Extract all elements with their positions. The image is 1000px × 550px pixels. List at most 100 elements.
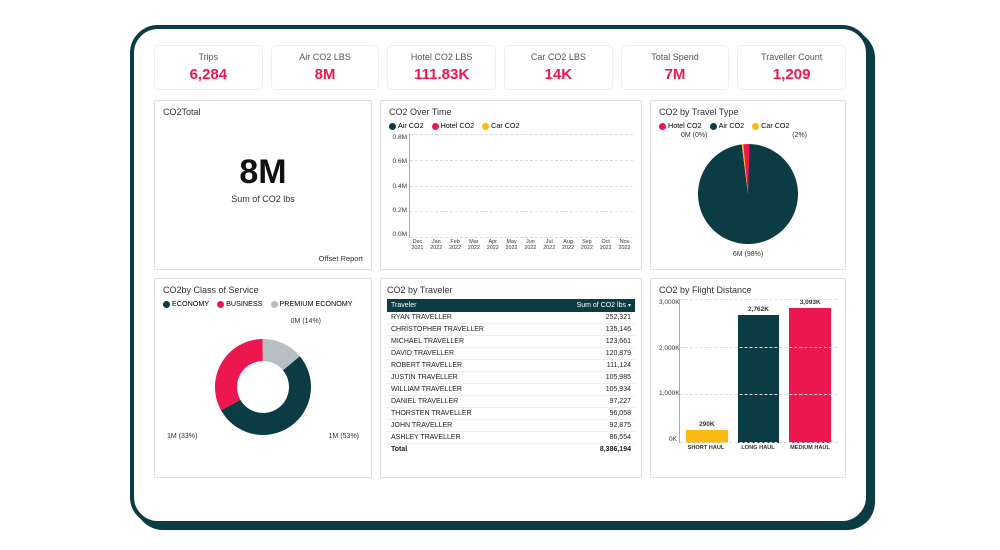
kpi-label: Air CO2 LBS (276, 52, 375, 62)
table-row[interactable]: ASHLEY TRAVELLER86,554 (387, 432, 635, 444)
table-row[interactable]: MICHAEL TRAVELLER123,661 (387, 336, 635, 348)
traveler-table: TravelerSum of CO2 lbs▾ RYAN TRAVELLER25… (387, 299, 635, 455)
legend-item[interactable]: Hotel CO2 (659, 121, 702, 130)
card-title: CO2Total (163, 107, 363, 117)
legend: Air CO2 Hotel CO2 Car CO2 (389, 121, 633, 130)
swatch-icon (659, 123, 666, 130)
x-tick: MEDIUM HAUL (789, 445, 831, 451)
offset-report-link[interactable]: Offset Report (163, 254, 363, 263)
kpi-value: 111.83K (392, 66, 491, 83)
cell-value: 105,985 (540, 372, 635, 384)
cell-value: 86,554 (540, 432, 635, 444)
bar-value: 3,093K (800, 299, 821, 306)
legend-item[interactable]: Car CO2 (752, 121, 789, 130)
kpi-label: Total Spend (626, 52, 725, 62)
bars: 290K 2,762K 3,093K (679, 299, 837, 443)
kpi-card[interactable]: Car CO2 LBS14K (504, 45, 613, 90)
bar[interactable]: 290K (686, 299, 728, 443)
y-tick: 3,000K (659, 299, 677, 306)
table-header[interactable]: Sum of CO2 lbs▾ (540, 299, 635, 312)
cell-traveler: ASHLEY TRAVELLER (387, 432, 540, 444)
kpi-value: 14K (509, 66, 608, 83)
y-tick: 0.0M (389, 231, 407, 238)
row-1: CO2Total 8M Sum of CO2 lbs Offset Report… (154, 100, 846, 270)
card-title: CO2 Over Time (389, 107, 633, 117)
y-tick: 0.2M (389, 207, 407, 214)
x-tick: Jan2022 (428, 240, 445, 252)
card-co2-by-type: CO2 by Travel Type Hotel CO2 Air CO2 Car C… (650, 100, 846, 270)
cell-traveler: JUSTIN TRAVELLER (387, 372, 540, 384)
cell-value: 252,321 (540, 312, 635, 324)
dashboard-frame: Trips6,284Air CO2 LBS8MHotel CO2 LBS111.… (130, 25, 870, 525)
legend-item[interactable]: ECONOMY (163, 299, 209, 308)
legend-item[interactable]: Air CO2 (389, 121, 424, 130)
x-tick: Sep2022 (578, 240, 595, 252)
table-row[interactable]: DANIEL TRAVELLER97,227 (387, 396, 635, 408)
cell-traveler: JOHN TRAVELLER (387, 420, 540, 432)
bar[interactable]: 3,093K (789, 299, 831, 443)
x-tick: SHORT HAUL (685, 445, 727, 451)
y-tick: 1,000K (659, 390, 677, 397)
table-row[interactable]: CHRISTOPHER TRAVELLER135,146 (387, 324, 635, 336)
cell-traveler: CHRISTOPHER TRAVELLER (387, 324, 540, 336)
cell-traveler: ROBERT TRAVELLER (387, 360, 540, 372)
x-tick: Jun2022 (522, 240, 539, 252)
x-tick: LONG HAUL (737, 445, 779, 451)
cell-value: 96,058 (540, 408, 635, 420)
donut-svg (203, 327, 323, 447)
card-co2-by-traveler: CO2 by Traveler TravelerSum of CO2 lbs▾ … (380, 278, 642, 478)
legend-item[interactable]: Car CO2 (482, 121, 519, 130)
slice-label: 6M (98%) (733, 251, 763, 258)
table-header[interactable]: Traveler (387, 299, 540, 312)
table-row[interactable]: WILLIAM TRAVELLER105,934 (387, 384, 635, 396)
table-row[interactable]: ROBERT TRAVELLER111,124 (387, 360, 635, 372)
x-tick: Dec2021 (409, 240, 426, 252)
kpi-label: Trips (159, 52, 258, 62)
x-tick: Apr2022 (484, 240, 501, 252)
x-axis: SHORT HAUL LONG HAUL MEDIUM HAUL (679, 445, 837, 451)
cell-value: 135,146 (540, 324, 635, 336)
bar-value: 2,762K (748, 306, 769, 313)
card-title: CO2 by Travel Type (659, 107, 837, 117)
y-tick: 0.6M (389, 158, 407, 165)
table-total-row: Total8,386,194 (387, 444, 635, 456)
sort-desc-icon: ▾ (628, 302, 631, 309)
kpi-value: 1,209 (742, 66, 841, 83)
bar-chart: 3,000K2,000K1,000K0K 290K2,762K3,093K (659, 299, 837, 443)
legend-item[interactable]: BUSINESS (217, 299, 262, 308)
legend-item[interactable]: PREMIUM ECONOMY (271, 299, 353, 308)
legend-item[interactable]: Hotel CO2 (432, 121, 475, 130)
pie-chart: 0M (0%) (2%) 6M (98%) (659, 134, 837, 254)
kpi-card[interactable]: Traveller Count1,209 (737, 45, 846, 90)
table-row[interactable]: DAVID TRAVELLER120,879 (387, 348, 635, 360)
table-row[interactable]: THORSTEN TRAVELLER96,058 (387, 408, 635, 420)
table-row[interactable]: JOHN TRAVELLER92,875 (387, 420, 635, 432)
cell-value: 123,661 (540, 336, 635, 348)
kpi-card[interactable]: Trips6,284 (154, 45, 263, 90)
bars (409, 134, 633, 238)
legend-item[interactable]: Air CO2 (710, 121, 745, 130)
row-2: CO2by Class of Service ECONOMYBUSINESSPR… (154, 278, 846, 478)
swatch-icon (163, 301, 170, 308)
table-row[interactable]: JUSTIN TRAVELLER105,985 (387, 372, 635, 384)
cell-traveler: THORSTEN TRAVELLER (387, 408, 540, 420)
card-co2-by-class: CO2by Class of Service ECONOMYBUSINESSPR… (154, 278, 372, 478)
kpi-card[interactable]: Total Spend7M (621, 45, 730, 90)
cell-traveler: RYAN TRAVELLER (387, 312, 540, 324)
table-row[interactable]: RYAN TRAVELLER252,321 (387, 312, 635, 324)
kpi-card[interactable]: Air CO2 LBS8M (271, 45, 380, 90)
legend: Hotel CO2 Air CO2 Car CO2 (659, 121, 837, 130)
co2-total-subtitle: Sum of CO2 lbs (163, 194, 363, 204)
cell-traveler: MICHAEL TRAVELLER (387, 336, 540, 348)
kpi-card[interactable]: Hotel CO2 LBS111.83K (387, 45, 496, 90)
swatch-icon (432, 123, 439, 130)
bar-value: 290K (699, 421, 715, 428)
card-co2-over-time: CO2 Over Time Air CO2 Hotel CO2 Car CO2 0.… (380, 100, 642, 270)
cell-value: 97,227 (540, 396, 635, 408)
pie-svg (693, 139, 803, 249)
swatch-icon (710, 123, 717, 130)
legend: ECONOMY BUSINESS PREMIUM ECONOMY (163, 299, 363, 308)
card-co2-by-distance: CO2 by Flight Distance 3,000K2,000K1,000… (650, 278, 846, 478)
bar[interactable]: 2,762K (738, 299, 780, 443)
swatch-icon (752, 123, 759, 130)
